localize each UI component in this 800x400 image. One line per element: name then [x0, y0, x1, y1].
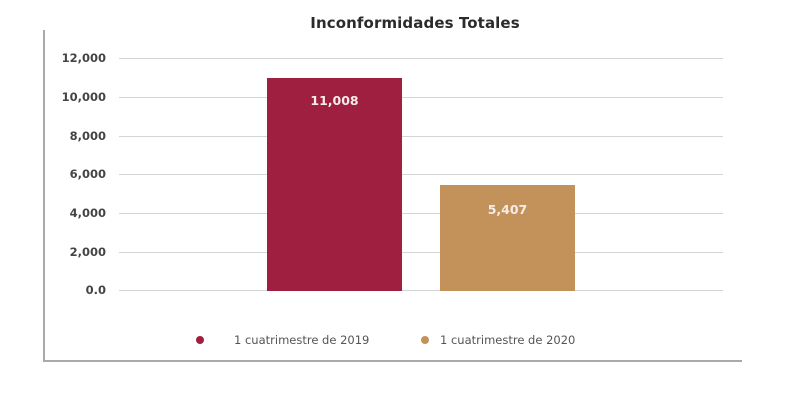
y-tick-label: 12,000 — [61, 51, 106, 65]
bar-value-label: 11,008 — [310, 93, 359, 108]
gridline-8000 — [119, 136, 723, 137]
chart-legend: 1 cuatrimestre de 2019 1 cuatrimestre de… — [0, 333, 800, 353]
chart-frame-bottom-border — [43, 360, 742, 362]
legend-dot-icon — [421, 336, 429, 344]
gridline-10000 — [119, 97, 723, 98]
gridline-0 — [119, 290, 723, 291]
bar-2020[interactable]: 5,407 — [440, 185, 575, 291]
y-tick-label: 0.0 — [85, 283, 106, 297]
gridline-4000 — [119, 213, 723, 214]
legend-dot-icon — [196, 336, 204, 344]
legend-item-2019[interactable]: 1 cuatrimestre de 2019 — [196, 333, 369, 347]
chart-frame-left-border — [43, 30, 45, 362]
legend-label: 1 cuatrimestre de 2020 — [440, 333, 576, 347]
legend-item-2020[interactable]: 1 cuatrimestre de 2020 — [421, 333, 575, 347]
gridline-12000 — [119, 58, 723, 59]
legend-label: 1 cuatrimestre de 2019 — [234, 333, 370, 347]
y-tick-label: 6,000 — [69, 167, 106, 181]
gridline-6000 — [119, 174, 723, 175]
bar-2019[interactable]: 11,008 — [267, 78, 402, 291]
y-tick-label: 4,000 — [69, 206, 106, 220]
y-tick-label: 2,000 — [69, 245, 106, 259]
gridline-2000 — [119, 252, 723, 253]
y-tick-label: 10,000 — [61, 90, 106, 104]
bar-value-label: 5,407 — [487, 202, 528, 217]
chart-title: Inconformidades Totales — [310, 14, 520, 32]
y-tick-label: 8,000 — [69, 129, 106, 143]
